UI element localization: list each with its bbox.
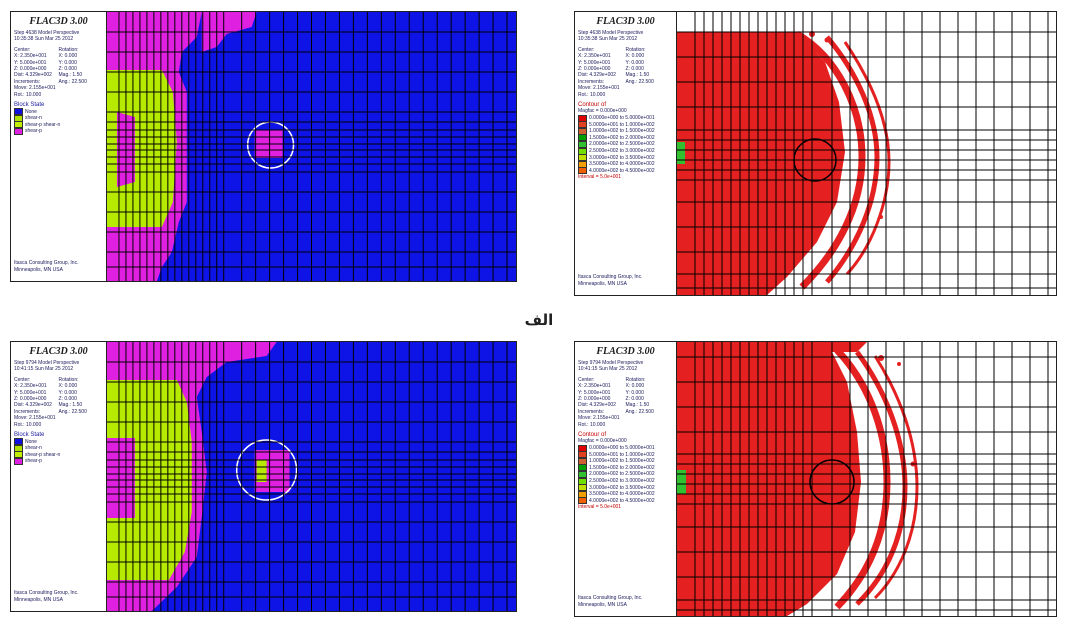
legend-footer: Itasca Consulting Group, Inc. Minneapoli…	[14, 260, 79, 273]
legend-item: None	[14, 438, 103, 446]
legend-item: 3.0000e+002 to 3.5000e+002	[578, 484, 673, 492]
legend-item: shear-n	[14, 444, 103, 452]
panel-top-right: FLAC3D 3.00 Step 4638 Model Perspective …	[574, 11, 1057, 296]
block-state-svg	[107, 12, 516, 281]
displacement-svg	[677, 12, 1056, 295]
legend-item: 2.5000e+002 to 3.0000e+002	[578, 147, 673, 155]
view-row: Z: 0.000e+000 Z: 0.000	[14, 396, 77, 403]
view-row: Dist: 4.329e+002 Mag.: 1.50	[578, 402, 650, 409]
view-row: Increments: Ang.: 22.500	[14, 408, 87, 415]
move-line: Move: 2.155e+001	[14, 415, 56, 422]
view-head-row: Center: Rotation:	[578, 46, 646, 53]
legend-item: 3.5000e+002 to 4.0000e+002	[578, 490, 673, 498]
legend-item: None	[14, 108, 103, 116]
displacement-plot	[677, 12, 1056, 295]
legend-item: shear-p	[14, 458, 103, 466]
interval-line: Interval = 5.0e+001	[578, 174, 622, 181]
panel-title: FLAC3D 3.00	[596, 346, 655, 357]
block-state-plot	[107, 342, 516, 611]
legend-item: 2.5000e+002 to 3.0000e+002	[578, 477, 673, 485]
legend-item: 4.0000e+002 to 4.5000e+002	[578, 497, 673, 505]
legend-bottom-right: FLAC3D 3.00 Step 9794 Model Perspective …	[575, 342, 677, 616]
legend-top-right: FLAC3D 3.00 Step 4638 Model Perspective …	[575, 12, 677, 295]
displacement-svg	[677, 342, 1056, 616]
header-line: Step 4638 Model Perspective	[578, 30, 644, 36]
contour-head: Magfac = 0.000e+000	[578, 438, 627, 445]
panel-top-left: FLAC3D 3.00 Step 4638 Model Perspective …	[10, 11, 517, 282]
move-line: Move: 2.155e+001	[578, 85, 620, 92]
header-line: Step 9794 Model Perspective	[578, 360, 644, 366]
legend-item: shear-n	[14, 114, 103, 122]
view-row: X: 2.350e+001 X: 0.000	[14, 383, 78, 390]
legend-section-title: Contour of	[578, 432, 607, 439]
panel-title: FLAC3D 3.00	[29, 346, 88, 357]
view-row: Z: 0.000e+000 Z: 0.000	[14, 66, 77, 73]
view-row: Increments: Ang.: 22.500	[578, 408, 654, 415]
legend-item: 0.0000e+000 to 5.0000e+001	[578, 444, 673, 452]
legend-footer: Itasca Consulting Group, Inc. Minneapoli…	[578, 274, 643, 287]
legend-item: shear-p shear-n	[14, 121, 103, 129]
header-line: Step 4638 Model Perspective	[14, 30, 80, 36]
view-row: X: 2.350e+001 X: 0.000	[14, 53, 78, 60]
view-row: Dist: 4.329e+002 Mag.: 1.50	[578, 72, 650, 79]
view-head-row: Center: Rotation:	[14, 46, 79, 53]
displacement-plot	[677, 342, 1056, 616]
legend-item: 1.5000e+002 to 2.0000e+002	[578, 134, 673, 142]
view-row: Y: 5.000e+001 Y: 0.000	[14, 389, 77, 396]
legend-item: shear-p	[14, 128, 103, 136]
view-row: Y: 5.000e+001 Y: 0.000	[14, 59, 77, 66]
view-row: Increments: Ang.: 22.500	[578, 78, 654, 85]
move-line: Move: 2.155e+001	[14, 85, 56, 92]
view-row: Y: 5.000e+001 Y: 0.000	[578, 59, 644, 66]
rot-line: Rot.: 10.000	[578, 421, 606, 428]
legend-item: 5.0000e+001 to 1.0000e+002	[578, 121, 673, 129]
legend-top-left: FLAC3D 3.00 Step 4638 Model Perspective …	[11, 12, 107, 281]
legend-section-title: Contour of	[578, 102, 607, 109]
legend-item: 1.0000e+002 to 1.5000e+002	[578, 127, 673, 135]
rot-line: Rot.: 10.000	[14, 421, 42, 428]
view-head-row: Center: Rotation:	[14, 376, 79, 383]
rot-line: Rot.: 10.000	[578, 91, 606, 98]
block-state-svg	[107, 342, 516, 611]
view-row: X: 2.350e+001 X: 0.000	[578, 53, 645, 60]
legend-item: 1.0000e+002 to 1.5000e+002	[578, 457, 673, 465]
view-row: Dist: 4.329e+002 Mag.: 1.50	[14, 402, 83, 409]
view-row: Y: 5.000e+001 Y: 0.000	[578, 389, 644, 396]
view-head-row: Center: Rotation:	[578, 376, 646, 383]
block-state-plot	[107, 12, 516, 281]
legend-item: 3.0000e+002 to 3.5000e+002	[578, 154, 673, 162]
header-line: Step 9794 Model Perspective	[14, 360, 80, 366]
legend-section-title: Block State	[14, 102, 45, 109]
view-row: Z: 0.000e+000 Z: 0.000	[578, 396, 644, 403]
legend-item: shear-p shear-n	[14, 451, 103, 459]
view-row: Increments: Ang.: 22.500	[14, 78, 87, 85]
panel-title: FLAC3D 3.00	[596, 16, 655, 27]
figure-caption: الف	[524, 311, 554, 329]
view-row: Dist: 4.329e+002 Mag.: 1.50	[14, 72, 83, 79]
contour-head: Magfac = 0.000e+000	[578, 108, 627, 115]
legend-section-title: Block State	[14, 432, 45, 439]
panel-bottom-right: FLAC3D 3.00 Step 9794 Model Perspective …	[574, 341, 1057, 617]
header-line: 10:41:15 Sun Mar 25 2012	[14, 366, 74, 373]
view-row: X: 2.350e+001 X: 0.000	[578, 383, 645, 390]
panel-bottom-left: FLAC3D 3.00 Step 9794 Model Perspective …	[10, 341, 517, 612]
legend-bottom-left: FLAC3D 3.00 Step 9794 Model Perspective …	[11, 342, 107, 611]
view-row: Z: 0.000e+000 Z: 0.000	[578, 66, 644, 73]
legend-item: 1.5000e+002 to 2.0000e+002	[578, 464, 673, 472]
header-line: 10:35:38 Sun Mar 25 2012	[14, 36, 74, 43]
legend-item: 4.0000e+002 to 4.5000e+002	[578, 167, 673, 175]
move-line: Move: 2.155e+001	[578, 415, 620, 422]
header-line: 10:35:38 Sun Mar 25 2012	[578, 36, 638, 43]
panel-title: FLAC3D 3.00	[29, 16, 88, 27]
legend-footer: Itasca Consulting Group, Inc. Minneapoli…	[14, 590, 79, 603]
legend-item: 3.5000e+002 to 4.0000e+002	[578, 160, 673, 168]
legend-item: 5.0000e+001 to 1.0000e+002	[578, 451, 673, 459]
legend-item: 0.0000e+000 to 5.0000e+001	[578, 114, 673, 122]
interval-line: Interval = 5.0e+001	[578, 504, 622, 511]
legend-item: 2.0000e+002 to 2.5000e+002	[578, 471, 673, 479]
rot-line: Rot.: 10.000	[14, 91, 42, 98]
header-line: 10:41:15 Sun Mar 25 2012	[578, 366, 638, 373]
legend-footer: Itasca Consulting Group, Inc. Minneapoli…	[578, 595, 643, 608]
legend-item: 2.0000e+002 to 2.5000e+002	[578, 141, 673, 149]
